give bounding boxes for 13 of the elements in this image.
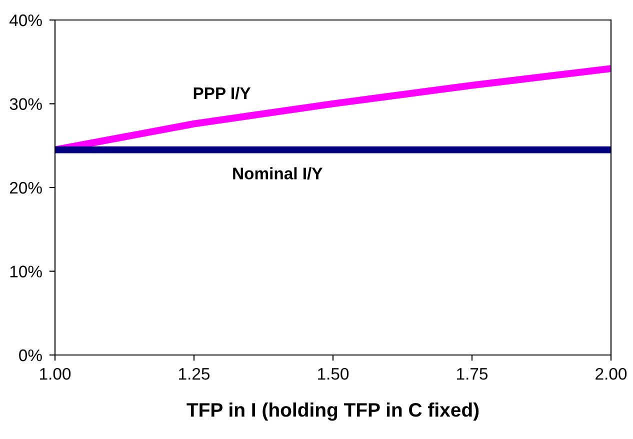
series-label: PPP I/Y <box>194 86 251 100</box>
x-axis-title: TFP in I (holding TFP in C fixed) <box>186 402 479 421</box>
x-tick-label: 1.50 <box>318 368 349 380</box>
y-tick-label: 10% <box>10 266 42 278</box>
y-tick-label: 30% <box>10 98 42 110</box>
x-tick-label: 2.00 <box>596 368 627 380</box>
y-tick-label: 0% <box>19 349 42 362</box>
x-tick-label: 1.75 <box>457 368 488 380</box>
y-tick-label: 40% <box>10 14 42 26</box>
series-label: Nominal I/Y <box>233 167 323 180</box>
x-tick-label: 1.25 <box>179 368 210 380</box>
x-tick-label: 1.00 <box>40 368 71 380</box>
y-tick-label: 20% <box>10 182 42 194</box>
